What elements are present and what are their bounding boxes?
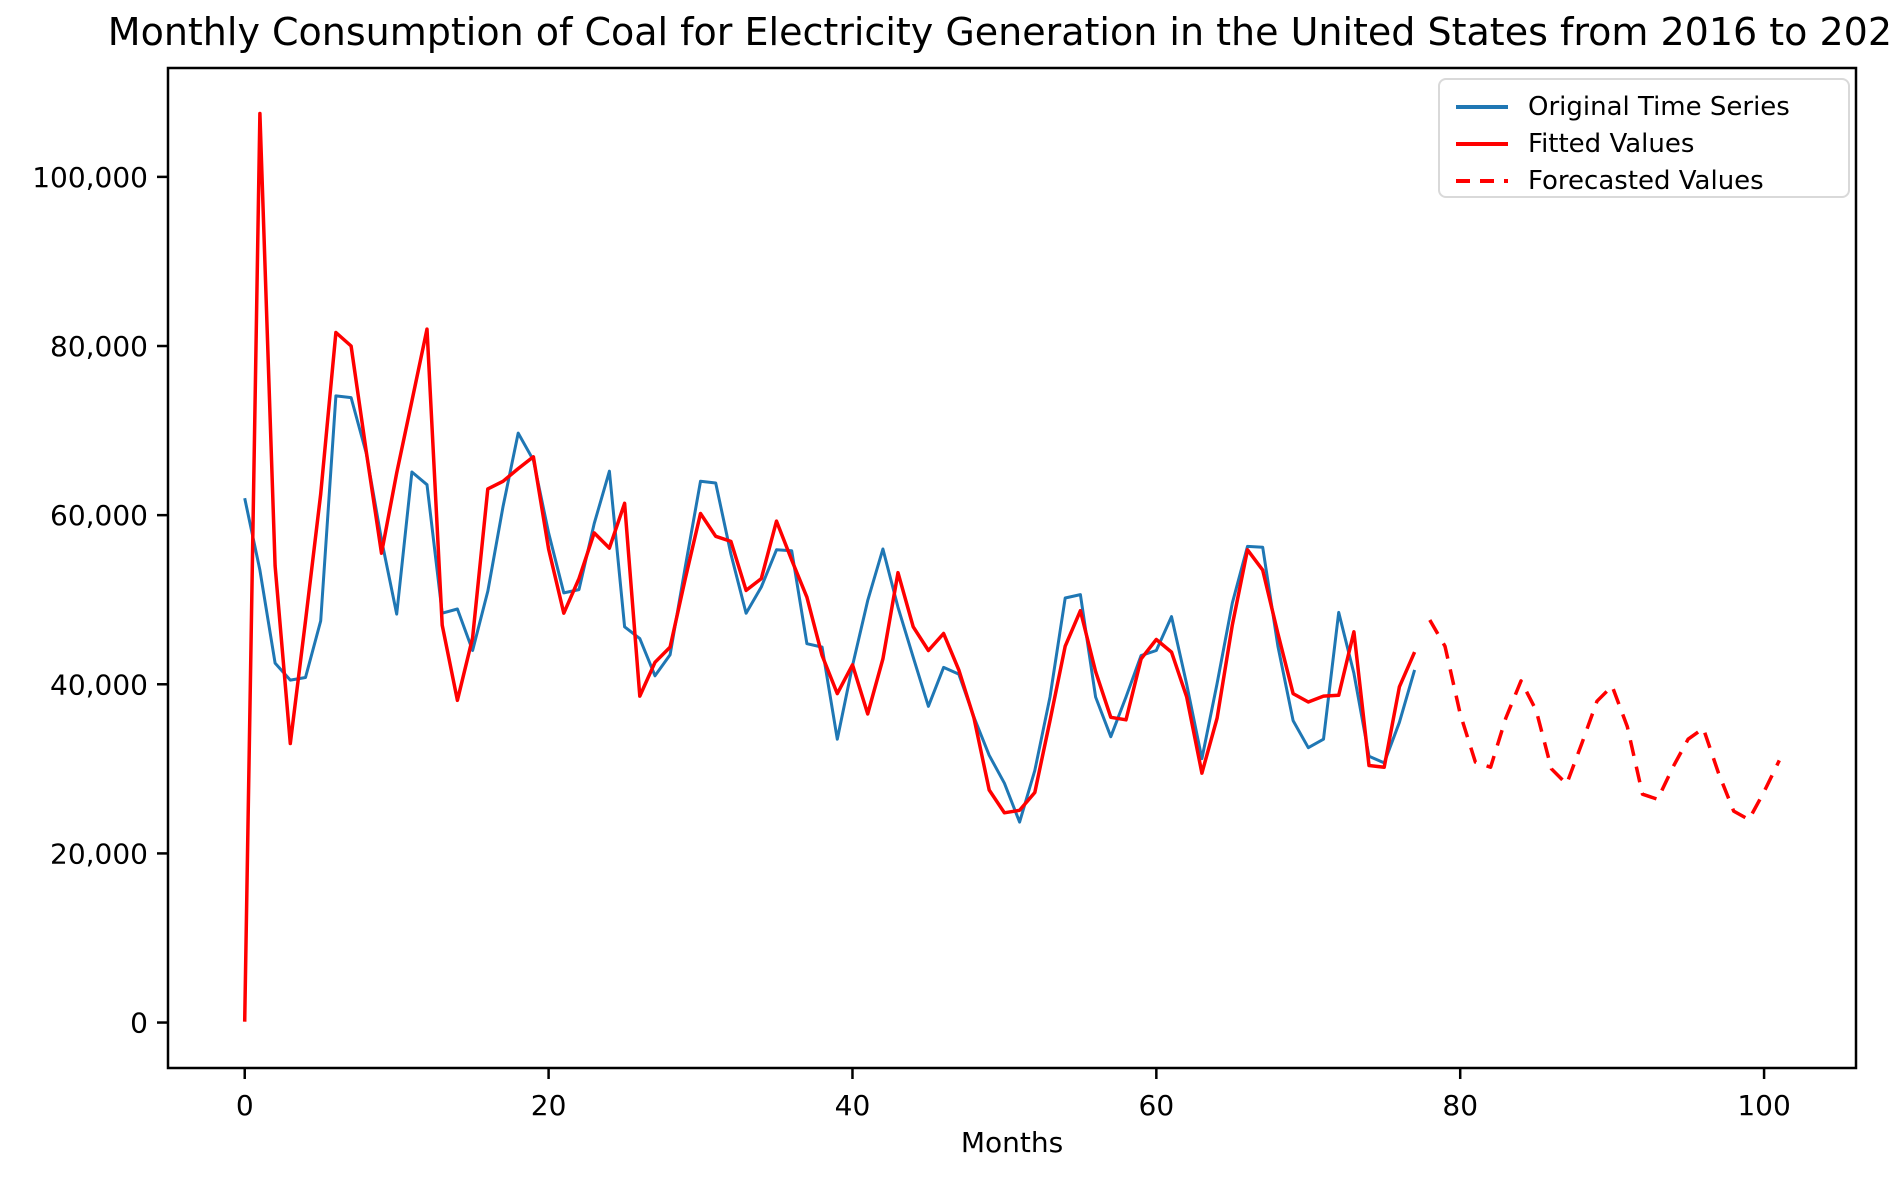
y-tick-label: 20,000 bbox=[50, 837, 148, 870]
y-tick-label: 60,000 bbox=[50, 499, 148, 532]
legend-label-original: Original Time Series bbox=[1528, 91, 1790, 122]
x-tick-label: 0 bbox=[236, 1089, 254, 1122]
legend-item-forecast: Forecasted Values bbox=[1456, 162, 1848, 199]
chart-title: Monthly Consumption of Coal for Electric… bbox=[107, 10, 1890, 54]
original-line-swatch-icon bbox=[1456, 104, 1508, 109]
x-tick-label: 20 bbox=[531, 1089, 567, 1122]
x-tick-label: 100 bbox=[1737, 1089, 1790, 1122]
plot-frame bbox=[166, 66, 1858, 1070]
y-tick-label: 0 bbox=[130, 1007, 148, 1040]
series-fitted-line bbox=[242, 111, 1417, 1022]
x-tick-label: 80 bbox=[1442, 1089, 1478, 1122]
x-tick-label: 40 bbox=[835, 1089, 871, 1122]
forecast-line-swatch-icon bbox=[1456, 178, 1508, 183]
legend: Original Time Series Fitted Values Forec… bbox=[1438, 78, 1850, 198]
y-tick-label: 40,000 bbox=[50, 668, 148, 701]
y-tick-label: 100,000 bbox=[32, 161, 148, 194]
series-original-line bbox=[243, 394, 1417, 824]
y-tick-label: 80,000 bbox=[50, 330, 148, 363]
legend-item-fitted: Fitted Values bbox=[1456, 125, 1848, 162]
x-tick-label: 60 bbox=[1139, 1089, 1175, 1122]
fitted-line-swatch-icon bbox=[1456, 141, 1508, 146]
legend-label-forecast: Forecasted Values bbox=[1528, 165, 1764, 196]
series-forecast-line bbox=[1428, 619, 1781, 822]
legend-item-original: Original Time Series bbox=[1456, 88, 1848, 125]
x-axis-label: Months bbox=[960, 1126, 1064, 1159]
legend-label-fitted: Fitted Values bbox=[1528, 128, 1695, 159]
